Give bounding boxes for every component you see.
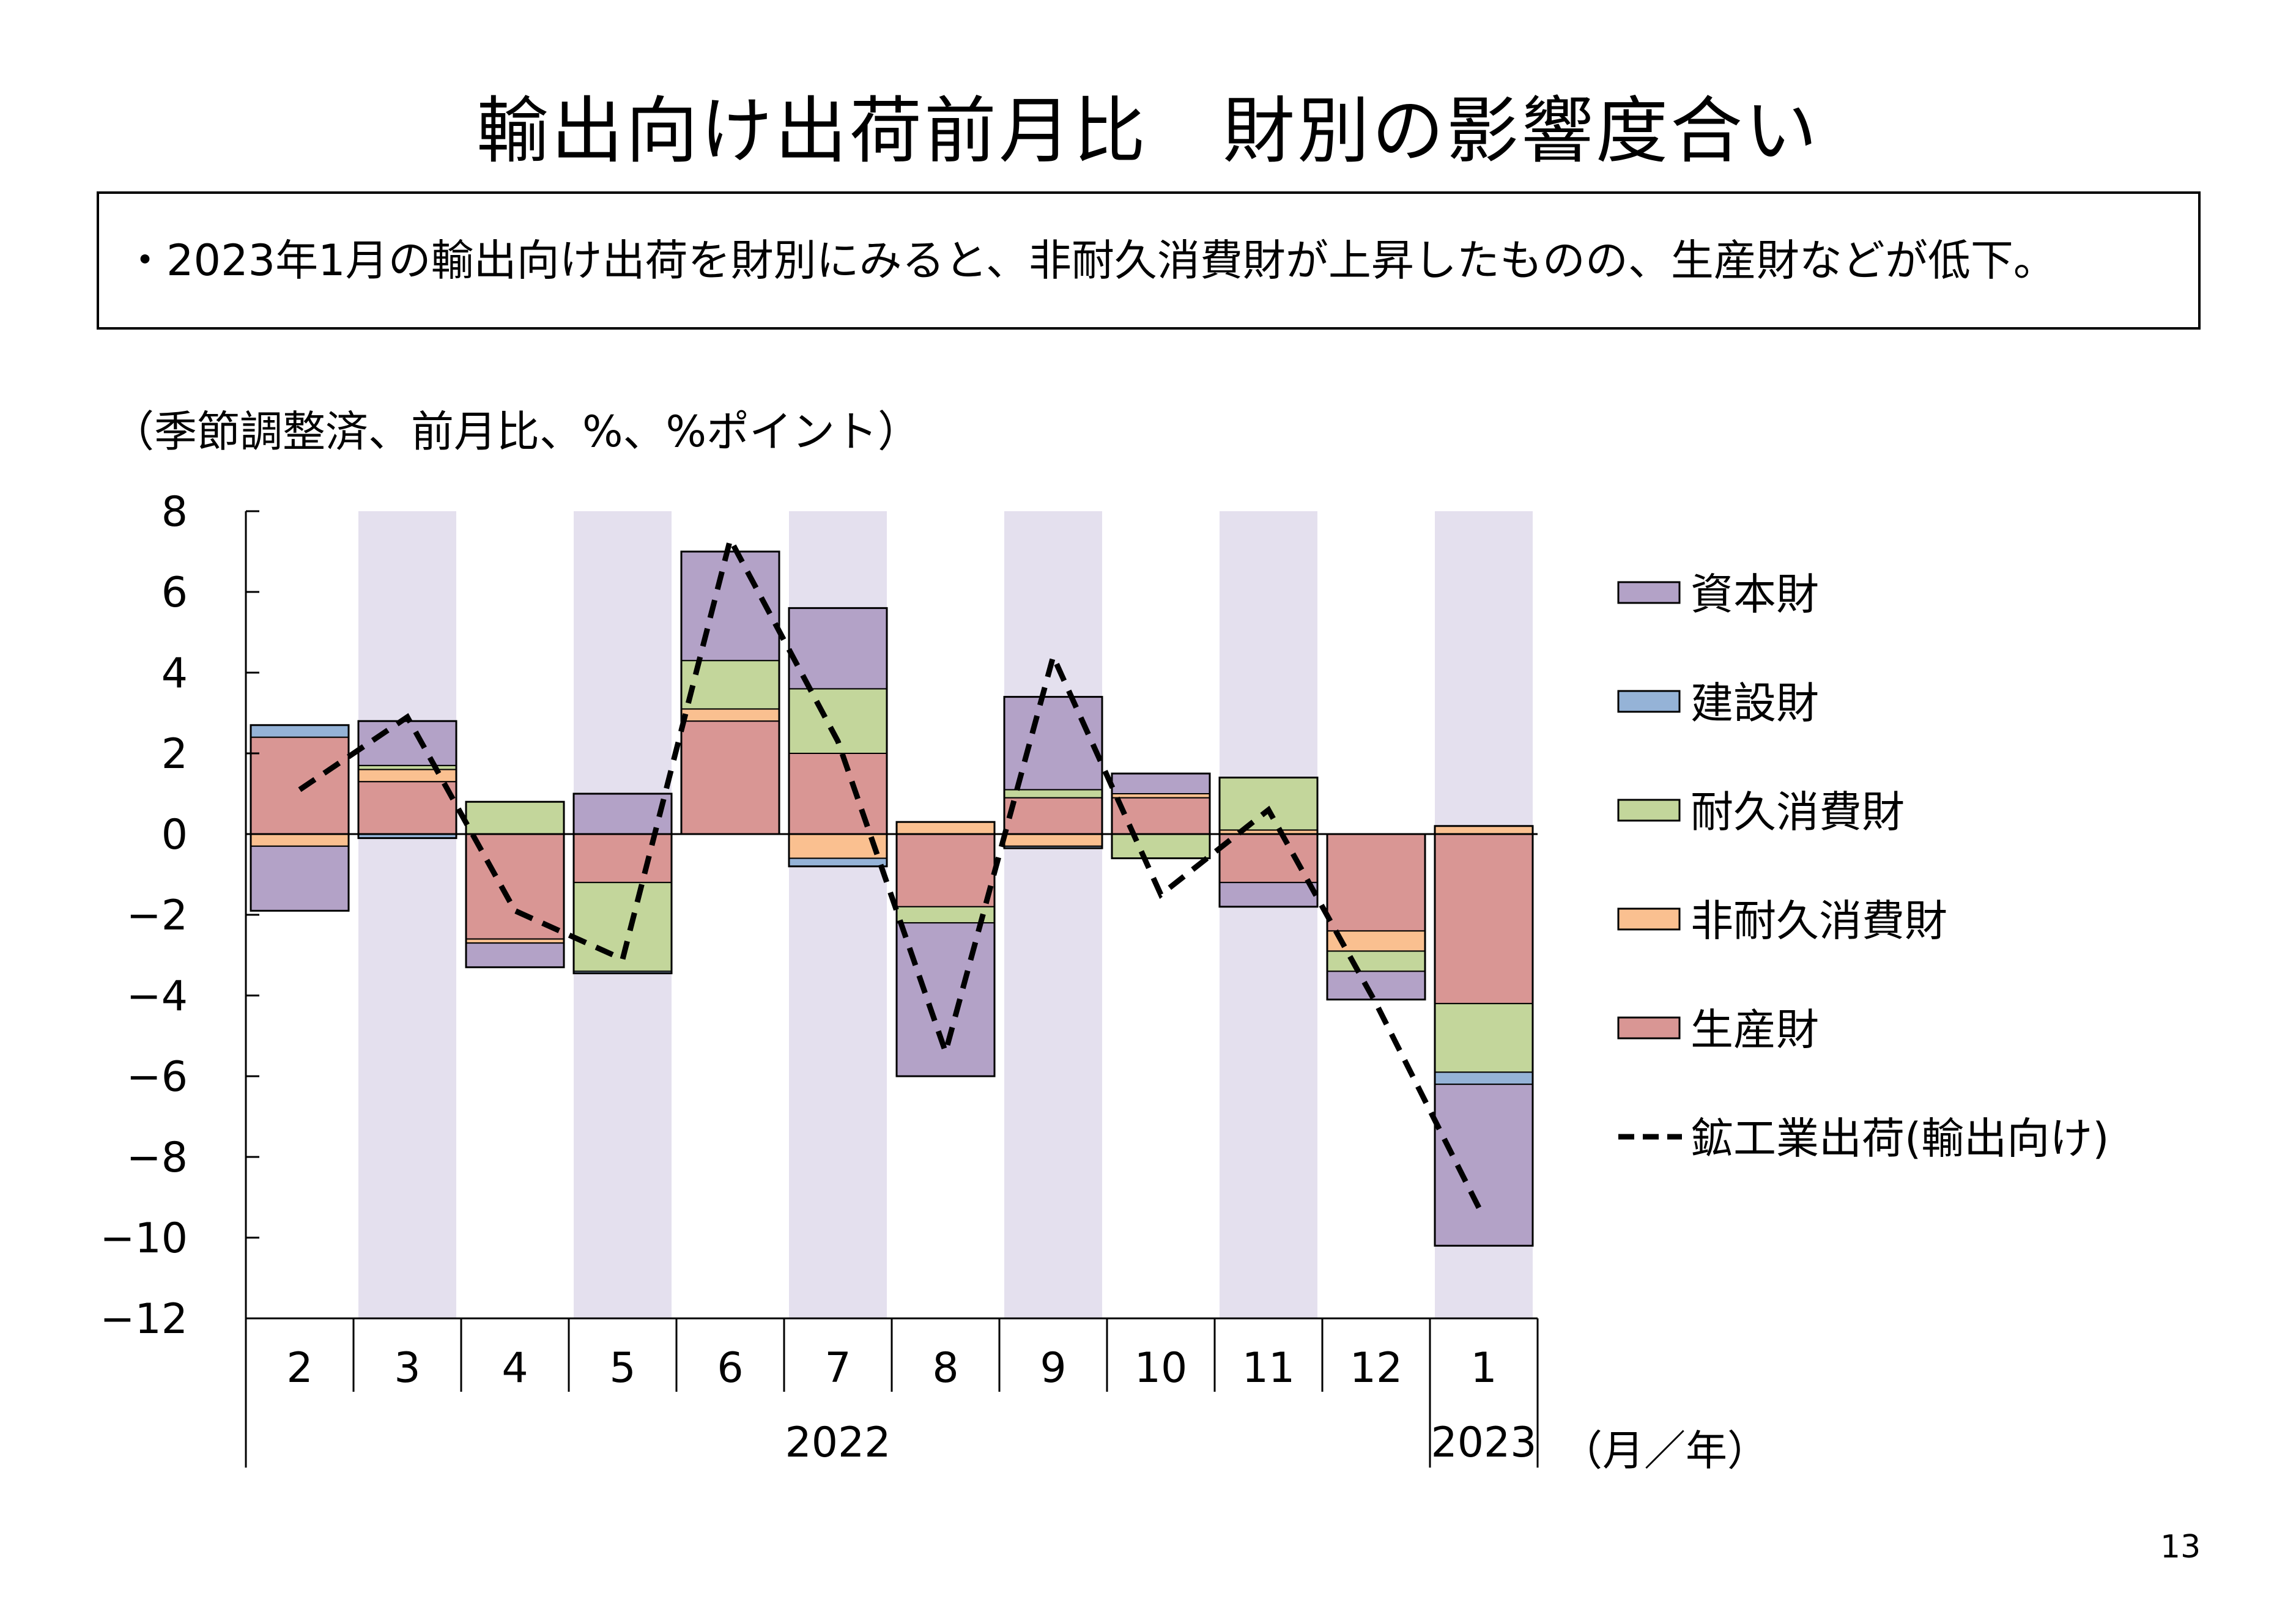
legend-swatch-0 bbox=[1617, 581, 1681, 604]
bar-segment-6-0 bbox=[681, 720, 780, 835]
x-tick-label-7-5: 7 bbox=[824, 1344, 851, 1392]
bar-segment-3-1 bbox=[358, 769, 457, 783]
bar-segment-2-3 bbox=[250, 724, 349, 738]
y-tick-label-8: −8 bbox=[127, 1134, 188, 1182]
bar-segment-9-2 bbox=[1004, 789, 1103, 799]
shade-band-3 bbox=[358, 511, 456, 1318]
y-tick-label-3: 2 bbox=[161, 730, 188, 778]
bar-outline-10 bbox=[1111, 772, 1211, 860]
legend-label-5: 鉱工業出荷(輸出向け) bbox=[1691, 1114, 2109, 1164]
bar-segment-9-1 bbox=[1004, 833, 1103, 847]
bar-segment-5-0 bbox=[573, 833, 672, 884]
y-tick-label-1: 6 bbox=[161, 569, 188, 617]
bar-segment-7-2 bbox=[788, 688, 887, 755]
bar-segment-1-1 bbox=[1434, 825, 1533, 835]
bar-segment-7-0 bbox=[788, 753, 887, 835]
legend-swatch-4 bbox=[1617, 1016, 1681, 1040]
bar-segment-9-0 bbox=[1004, 797, 1103, 835]
x-tick-label-10-8: 10 bbox=[1135, 1344, 1188, 1392]
x-tick-label-12-10: 12 bbox=[1350, 1344, 1403, 1392]
bar-segment-12-2 bbox=[1327, 950, 1426, 972]
bar-segment-4-4 bbox=[465, 942, 565, 968]
y-tick-label-7: −6 bbox=[127, 1053, 188, 1101]
page-number: 13 bbox=[2160, 1529, 2201, 1565]
legend-swatch-1 bbox=[1617, 690, 1681, 713]
bar-outline-8 bbox=[895, 821, 996, 1077]
bar-segment-2-4 bbox=[250, 845, 349, 912]
legend-label-3: 非耐久消費財 bbox=[1691, 896, 1947, 946]
legend-label-0: 資本財 bbox=[1691, 569, 1819, 619]
unit-note: （季節調整済、前月比、%、%ポイント） bbox=[111, 407, 921, 457]
page-title: 輸出向け出荷前月比 財別の影響度合い bbox=[476, 89, 1820, 173]
bar-outline-5 bbox=[572, 792, 673, 975]
year-label-2022: 2022 bbox=[785, 1419, 891, 1467]
y-tick-label-5: −2 bbox=[127, 892, 188, 940]
summary-text: ・2023年1月の輸出向け出荷を財別にみると、非耐久消費財が上昇したものの、生産… bbox=[124, 235, 2056, 286]
bar-segment-10-0 bbox=[1111, 797, 1210, 835]
legend-swatch-3 bbox=[1617, 907, 1681, 931]
line-series-shipments bbox=[298, 531, 1487, 1219]
y-tick-label-0: 8 bbox=[161, 488, 188, 536]
y-tick-label-9: −10 bbox=[100, 1214, 188, 1263]
bar-segment-1-2 bbox=[1434, 1003, 1533, 1073]
axis-layer: 8 6 4 2 0 −2 −4 −6 −8 −10 −12 2 3 4 5 6 7 8 9 10 11 12 1 2022 20… bbox=[100, 488, 1769, 1476]
y-tick-label-2: 4 bbox=[161, 649, 188, 698]
y-tick-label-10: −12 bbox=[100, 1295, 188, 1343]
x-tick-label-9-7: 9 bbox=[1040, 1344, 1066, 1392]
line-layer bbox=[298, 531, 1487, 1219]
bar-segment-12-4 bbox=[1327, 970, 1426, 1000]
bar-outline-1 bbox=[1434, 825, 1534, 1247]
bar-outline-7 bbox=[788, 607, 888, 868]
year-label-2023: 2023 bbox=[1431, 1419, 1536, 1467]
y-tick-label-4: 0 bbox=[161, 811, 188, 859]
shade-band-9 bbox=[1004, 511, 1102, 1318]
shade-band-11 bbox=[1220, 511, 1317, 1318]
legend-label-2: 耐久消費財 bbox=[1691, 787, 1905, 837]
y-tick-label-6: −4 bbox=[127, 972, 188, 1021]
bar-segment-10-4 bbox=[1111, 773, 1210, 794]
bar-segment-1-4 bbox=[1434, 1084, 1533, 1247]
bar-segment-4-0 bbox=[465, 833, 565, 940]
legend-label-4: 生産財 bbox=[1691, 1005, 1819, 1055]
bar-segment-2-1 bbox=[250, 833, 349, 847]
x-tick-label-11-9: 11 bbox=[1242, 1344, 1295, 1392]
bar-outline-11 bbox=[1218, 777, 1319, 908]
bar-segment-7-3 bbox=[788, 857, 887, 867]
bar-segment-12-0 bbox=[1327, 833, 1426, 932]
legend-label-1: 建設財 bbox=[1691, 678, 1819, 728]
x-tick-label-6-4: 6 bbox=[717, 1344, 743, 1392]
bar-segment-4-2 bbox=[465, 801, 565, 835]
bar-segment-3-4 bbox=[358, 720, 457, 766]
x-tick-label-2-0: 2 bbox=[286, 1344, 313, 1392]
bar-outline-2 bbox=[250, 724, 350, 912]
bar-outline-9 bbox=[1003, 696, 1103, 849]
x-tick-label-4-2: 4 bbox=[502, 1344, 528, 1392]
bar-segment-10-2 bbox=[1111, 833, 1210, 859]
bar-segment-8-4 bbox=[896, 922, 995, 1077]
bar-segment-11-2 bbox=[1219, 777, 1318, 831]
bar-segment-11-4 bbox=[1219, 882, 1318, 907]
bar-segment-8-0 bbox=[896, 833, 995, 907]
bar-segment-6-1 bbox=[681, 708, 780, 722]
bar-segment-2-0 bbox=[250, 736, 349, 835]
bar-segment-3-0 bbox=[358, 781, 457, 835]
bar-outline-4 bbox=[465, 800, 565, 969]
summary-box: ・2023年1月の輸出向け出荷を財別にみると、非耐久消費財が上昇したものの、生産… bbox=[97, 191, 2201, 330]
x-tick-label-1-11: 1 bbox=[1470, 1344, 1497, 1392]
bar-segment-8-1 bbox=[896, 821, 995, 835]
x-tick-label-8-6: 8 bbox=[932, 1344, 958, 1392]
bar-segment-11-0 bbox=[1219, 833, 1318, 884]
x-tick-label-3-1: 3 bbox=[394, 1344, 420, 1392]
bar-segment-1-3 bbox=[1434, 1071, 1533, 1085]
x-tick-label-5-3: 5 bbox=[609, 1344, 635, 1392]
legend-swatch-2 bbox=[1617, 799, 1681, 822]
x-axis-label: （月／年） bbox=[1561, 1427, 1769, 1476]
bar-segment-1-0 bbox=[1434, 833, 1533, 1005]
